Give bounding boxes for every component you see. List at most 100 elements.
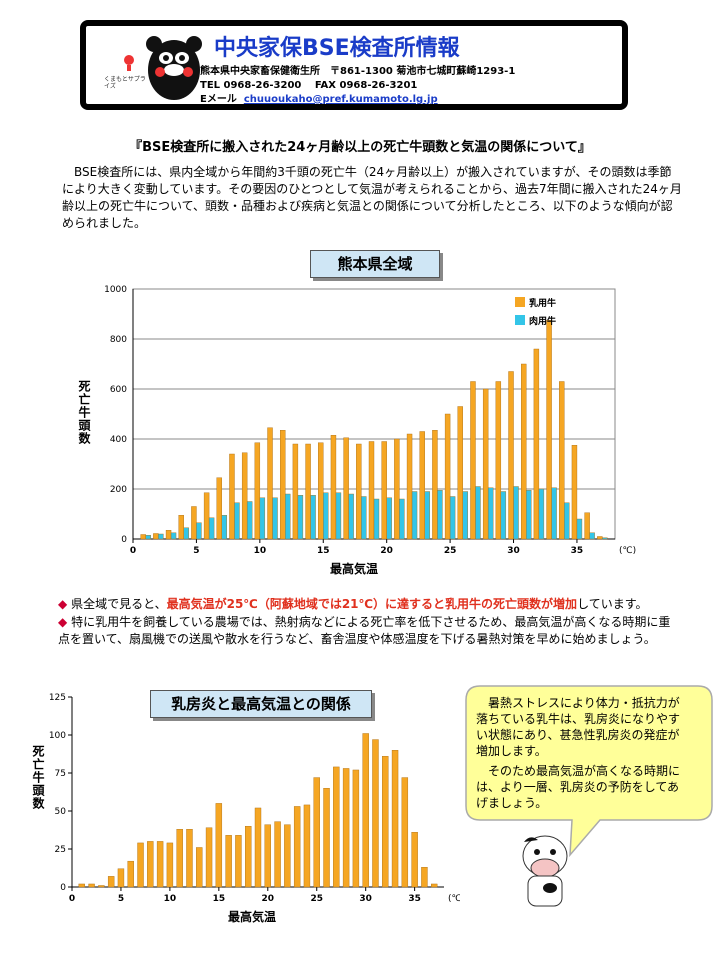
y-tick-label: 1000 [104,285,127,295]
bar [196,522,202,540]
bar [293,806,301,888]
bar [310,495,316,540]
x-tick-label: 20 [380,546,393,556]
y-tick-label: 0 [121,535,127,545]
y-tick-label: 75 [55,769,66,779]
bar [145,535,151,540]
bar [303,804,311,888]
bar [137,842,144,888]
bar [495,381,502,540]
bar [127,860,134,888]
bar [153,533,159,540]
bar [526,490,532,540]
logo-text: くまもとサプライズ [104,76,146,90]
x-axis-label: 最高気温 [228,910,277,924]
intro: BSE検査所には、県内全域から年間約3千頭の死亡牛（24ヶ月齢以上）が搬入されて… [62,165,682,230]
bar [165,530,172,540]
bar [475,486,481,540]
cow-illustration [522,835,568,907]
bar [513,486,519,540]
x-tick-label: 20 [262,894,275,904]
x-tick-label: 35 [571,546,584,556]
bar [602,537,608,540]
x-tick-label: 15 [317,546,330,556]
bar [462,491,468,540]
x-tick-label: 10 [164,894,177,904]
heading: 『BSE検査所に搬入された24ヶ月齢以上の死亡牛頭数と気温の関係について』 [129,140,591,155]
bar [107,876,115,888]
x-tick-label: 0 [69,894,75,904]
bar [323,492,329,540]
bar [196,847,203,888]
bar [419,431,425,540]
bar [176,829,183,888]
bar [225,835,232,888]
bar [500,491,507,540]
bar [406,433,413,540]
bar [437,490,443,540]
bar [216,477,222,540]
header-box: くまもとサプライズ 中央家保BSE検査所情報 熊本県中央家畜保健衛生所 〒861… [80,20,628,110]
bar [411,491,418,540]
bar [457,406,463,540]
bar [381,441,387,540]
bar [372,739,379,888]
email-label: Eメール [200,94,237,105]
legend-label: 乳用牛 [529,297,556,309]
bullet: ◆ 特に乳用牛を飼養している農場では、熱射病などによる死亡率を低下させるため、最… [58,615,671,646]
bar [117,868,125,888]
y-axis-label: 死亡牛頭数 [31,745,45,810]
chart-title: 熊本県全域 [310,250,440,278]
bar [318,442,324,540]
bar [147,841,154,888]
header-title: 中央家保BSE検査所情報 [214,36,460,61]
bar [313,777,320,888]
legend-label: 肉用牛 [529,315,556,327]
bar [203,492,210,540]
bar [470,381,476,540]
bar [285,493,291,540]
bullet-text: 特に乳用牛を飼養している農場では、熱射病などによる死亡率を低下させるため、最高気… [58,615,671,646]
bullet-text: 県全域で見ると、 [71,597,167,611]
bar [391,749,399,888]
x-tick-label: 0 [130,546,136,556]
bar [245,825,252,888]
bar [564,502,570,540]
bar [254,807,262,888]
bar [241,452,248,540]
mascot [124,36,202,100]
bar [386,497,392,540]
bar [186,829,193,888]
bar [362,733,369,888]
x-tick-label: 30 [359,894,372,904]
legend-swatch [515,297,525,307]
bar [576,518,583,540]
y-axis-label: 死亡牛頭数 [77,380,91,445]
bar [229,453,235,540]
bar [254,442,261,540]
bar [246,501,253,540]
bar [166,842,174,888]
bar [221,515,227,540]
bar [482,388,489,540]
bar [333,766,340,888]
address: 熊本県中央家畜保健衛生所 〒861-1300 菊池市七城町蘇崎1293-1 [200,66,516,77]
x-tick-label: 15 [213,894,226,904]
bar [399,498,405,540]
bar [356,443,362,540]
bar [274,821,281,888]
bar [208,517,215,540]
bar [297,495,304,540]
bar [546,320,552,540]
speech-bubble [465,685,713,858]
phone: TEL 0968-26-3200 FAX 0968-26-3201 [200,80,418,91]
chart-title: 乳房炎と最高気温との関係 [150,690,372,718]
bar [352,769,360,888]
bar [551,487,557,540]
bar [521,363,527,540]
bar [559,381,565,540]
bar [487,487,494,540]
bar [235,835,242,888]
x-unit: (℃) [448,894,460,904]
x-tick-label: 5 [193,546,199,556]
